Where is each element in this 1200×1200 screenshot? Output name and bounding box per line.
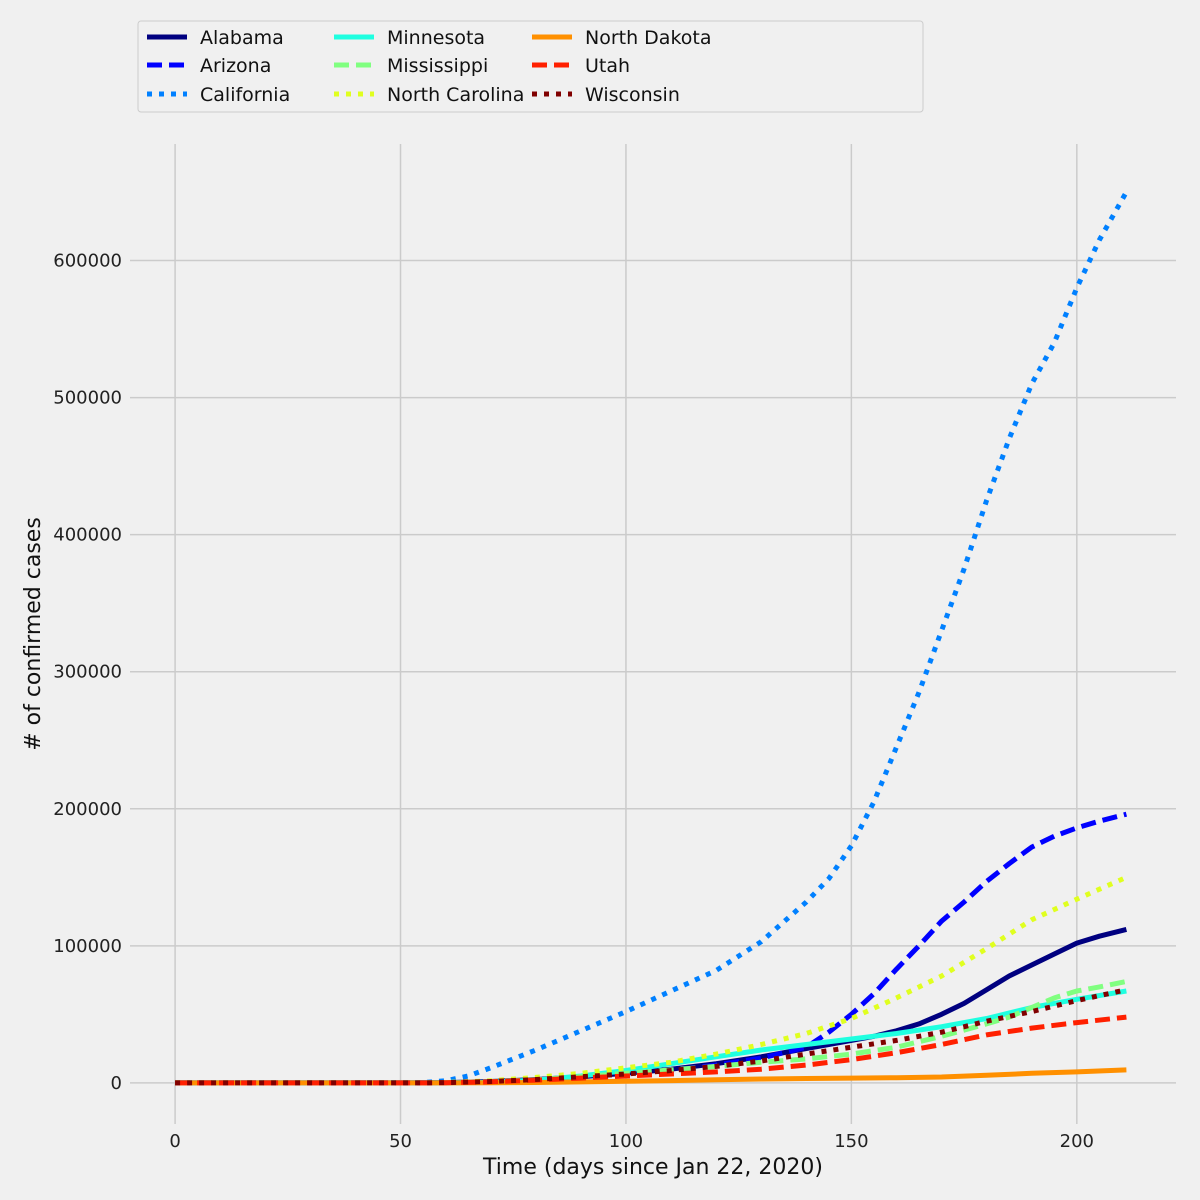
legend-label-2: California <box>200 84 290 106</box>
series-line-7 <box>175 1014 1127 1086</box>
legend-label-7: Utah <box>585 55 630 77</box>
y-tick-label-5: 500000 <box>53 388 122 409</box>
x-tick-label-4: 200 <box>1060 1131 1094 1152</box>
y-tick-labels: 0 100000 200000 300000 400000 500000 600000 <box>53 251 122 1094</box>
x-tick-labels: 0 50 100 150 200 <box>169 1131 1094 1152</box>
series-line-5 <box>175 875 1128 1086</box>
legend-label-4: Mississippi <box>387 55 488 77</box>
x-tick-label-0: 0 <box>169 1131 180 1152</box>
legend-label-1: Arizona <box>200 55 271 77</box>
series-line-2 <box>175 190 1129 1086</box>
y-tick-label-1: 100000 <box>53 936 122 957</box>
x-axis-title: Time (days since Jan 22, 2020) <box>482 1155 823 1180</box>
series-line-8 <box>175 987 1127 1086</box>
series-line-6 <box>175 1067 1127 1086</box>
x-tick-label-2: 100 <box>609 1131 643 1152</box>
y-axis-title: # of confirmed cases <box>21 517 46 751</box>
legend-label-5: North Carolina <box>387 84 524 106</box>
x-tick-label-3: 150 <box>834 1131 868 1152</box>
legend-box <box>137 20 924 113</box>
x-tick-label-1: 50 <box>389 1131 412 1152</box>
legend-label-0: Alabama <box>200 27 284 49</box>
plot-area <box>130 144 1176 1124</box>
y-tick-label-4: 400000 <box>53 525 122 546</box>
legend-label-8: Wisconsin <box>585 84 680 106</box>
y-tick-label-3: 300000 <box>53 662 122 683</box>
y-tick-label-0: 0 <box>111 1073 122 1094</box>
series-lines <box>175 190 1129 1086</box>
y-tick-label-2: 200000 <box>53 799 122 820</box>
legend-label-3: Minnesota <box>387 27 485 49</box>
legend: Alabama Arizona California Minnesota Mississ… <box>137 20 924 113</box>
y-tick-label-6: 600000 <box>53 251 122 272</box>
legend-label-6: North Dakota <box>585 27 712 49</box>
